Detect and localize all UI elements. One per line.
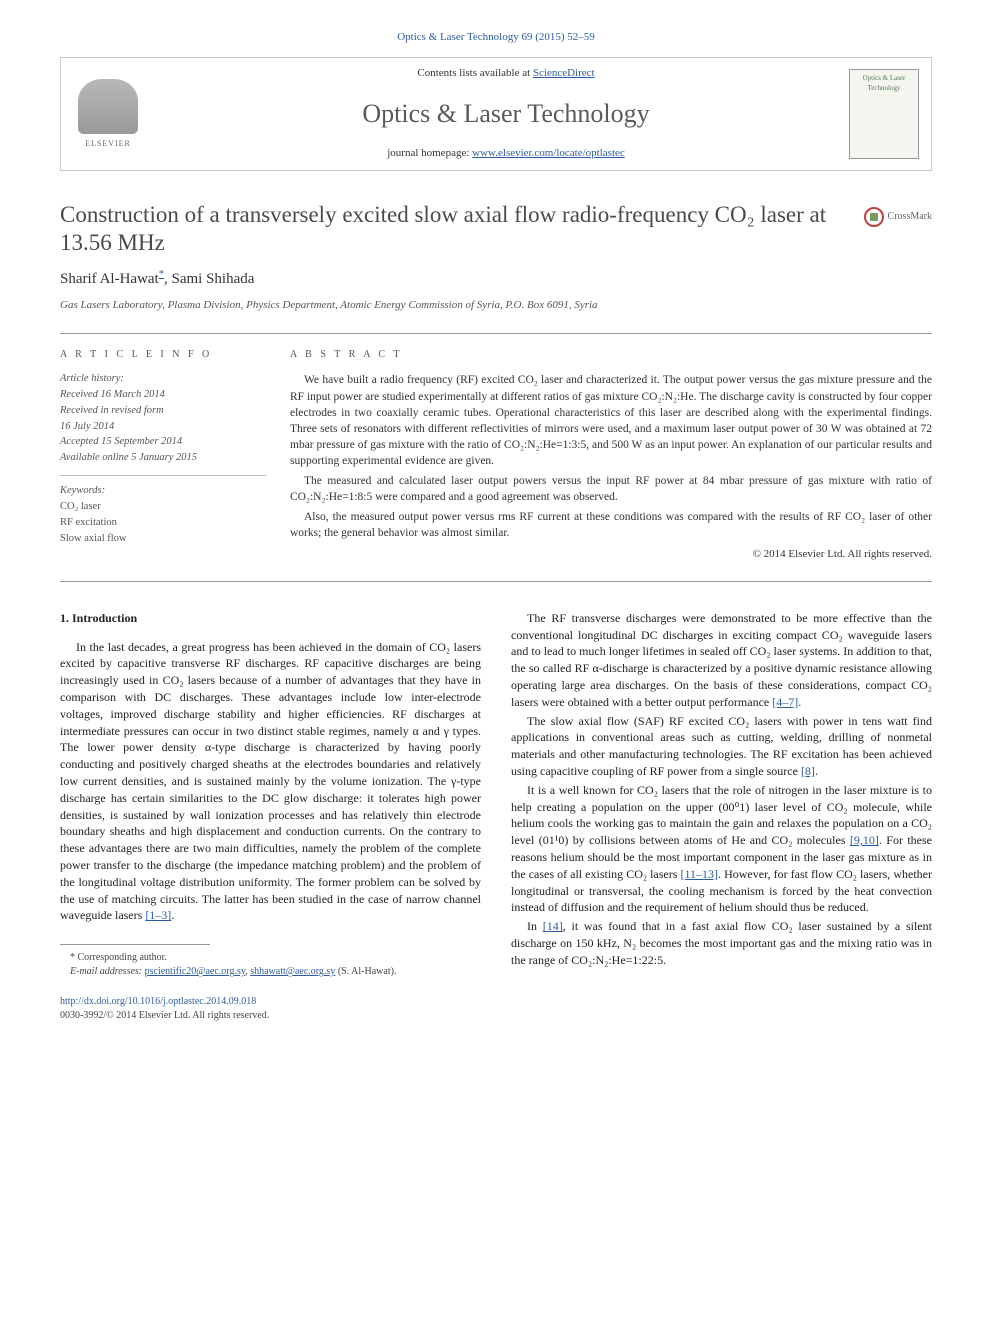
authors-line: Sharif Al-Hawat*, Sami Shihada: [60, 268, 932, 290]
body-p5: In [14], it was found that in a fast axi…: [511, 918, 932, 968]
abstract-heading: A B S T R A C T: [290, 348, 932, 362]
body-p2-text: The RF transverse discharges were demons…: [511, 611, 932, 709]
homepage-prefix: journal homepage:: [387, 147, 472, 159]
sciencedirect-link[interactable]: ScienceDirect: [533, 67, 595, 79]
journal-cover-thumbnail: Optics & Laser Technology: [849, 69, 919, 159]
keywords-label: Keywords:: [60, 484, 266, 499]
ref-4-7-link[interactable]: [4–7]: [772, 695, 798, 709]
journal-reference: Optics & Laser Technology 69 (2015) 52–5…: [60, 30, 932, 45]
crossmark-badge[interactable]: CrossMark: [864, 207, 932, 227]
keyword-2: RF excitation: [60, 516, 266, 531]
author-1: Sharif Al-Hawat: [60, 271, 159, 287]
article-meta-row: A R T I C L E I N F O Article history: R…: [60, 333, 932, 581]
abstract-p3: Also, the measured output power versus r…: [290, 509, 932, 541]
article-history: Article history: Received 16 March 2014 …: [60, 372, 266, 475]
publisher-name: ELSEVIER: [85, 138, 131, 149]
body-p1-tail: .: [171, 908, 174, 922]
body-p4: It is a well known for CO₂ lasers that t…: [511, 782, 932, 916]
elsevier-logo: ELSEVIER: [73, 74, 143, 154]
body-p1: In the last decades, a great progress ha…: [60, 639, 481, 925]
body-p3-tail: .: [815, 764, 818, 778]
journal-name: Optics & Laser Technology: [163, 96, 849, 132]
keywords-list: CO₂ laser RF excitation Slow axial flow: [60, 500, 266, 546]
body-p3-text: The slow axial flow (SAF) RF excited CO₂…: [511, 714, 932, 778]
history-revised-1: Received in revised form: [60, 404, 266, 419]
homepage-line: journal homepage: www.elsevier.com/locat…: [163, 146, 849, 161]
doi-link[interactable]: http://dx.doi.org/10.1016/j.optlastec.20…: [60, 995, 481, 1009]
abstract-p2: The measured and calculated laser output…: [290, 473, 932, 505]
keyword-1: CO₂ laser: [60, 500, 266, 515]
abstract-copyright: © 2014 Elsevier Ltd. All rights reserved…: [290, 547, 932, 562]
email-2-link[interactable]: shhawatt@aec.org.sy: [250, 966, 335, 977]
crossmark-icon: [864, 207, 884, 227]
affiliation: Gas Lasers Laboratory, Plasma Division, …: [60, 298, 932, 313]
ref-14-link[interactable]: [14]: [543, 919, 563, 933]
body-p1-text: In the last decades, a great progress ha…: [60, 640, 481, 923]
email-note: E-mail addresses: pscientific20@aec.org.…: [60, 965, 481, 979]
history-accepted: Accepted 15 September 2014: [60, 435, 266, 450]
body-text: 1. Introduction In the last decades, a g…: [60, 610, 932, 1023]
contents-prefix: Contents lists available at: [417, 67, 532, 79]
crossmark-label: CrossMark: [888, 210, 932, 224]
contents-line: Contents lists available at ScienceDirec…: [163, 66, 849, 81]
ref-8-link[interactable]: [8]: [801, 764, 815, 778]
body-p3: The slow axial flow (SAF) RF excited CO₂…: [511, 713, 932, 780]
ref-1-3-link[interactable]: [1–3]: [145, 908, 171, 922]
homepage-link[interactable]: www.elsevier.com/locate/optlastec: [472, 147, 625, 159]
body-p5-text-b: , it was found that in a fast axial flow…: [511, 919, 932, 967]
article-title: Construction of a transversely excited s…: [60, 201, 844, 259]
section-1-heading: 1. Introduction: [60, 610, 481, 627]
corresponding-note: * Corresponding author.: [60, 951, 481, 965]
article-info-heading: A R T I C L E I N F O: [60, 348, 266, 362]
email-who: (S. Al-Hawat).: [335, 966, 396, 977]
ref-9-10-link[interactable]: [9,10]: [850, 833, 879, 847]
journal-header: ELSEVIER Contents lists available at Sci…: [60, 57, 932, 170]
keyword-3: Slow axial flow: [60, 532, 266, 547]
history-label: Article history:: [60, 372, 266, 387]
abstract-text: We have built a radio frequency (RF) exc…: [290, 372, 932, 541]
body-p2-tail: .: [798, 695, 801, 709]
ref-11-13-link[interactable]: [11–13]: [680, 867, 718, 881]
email-label: E-mail addresses:: [70, 966, 145, 977]
email-1-link[interactable]: pscientific20@aec.org.sy: [145, 966, 246, 977]
footnote-separator: [60, 944, 210, 945]
issn-copyright: 0030-3992/© 2014 Elsevier Ltd. All right…: [60, 1009, 481, 1023]
body-p2: The RF transverse discharges were demons…: [511, 610, 932, 711]
history-online: Available online 5 January 2015: [60, 451, 266, 466]
abstract-p1: We have built a radio frequency (RF) exc…: [290, 372, 932, 469]
author-2: Sami Shihada: [171, 271, 254, 287]
history-received: Received 16 March 2014: [60, 388, 266, 403]
elsevier-tree-icon: [78, 79, 138, 134]
history-revised-2: 16 July 2014: [60, 420, 266, 435]
body-p5-text-a: In: [527, 919, 543, 933]
